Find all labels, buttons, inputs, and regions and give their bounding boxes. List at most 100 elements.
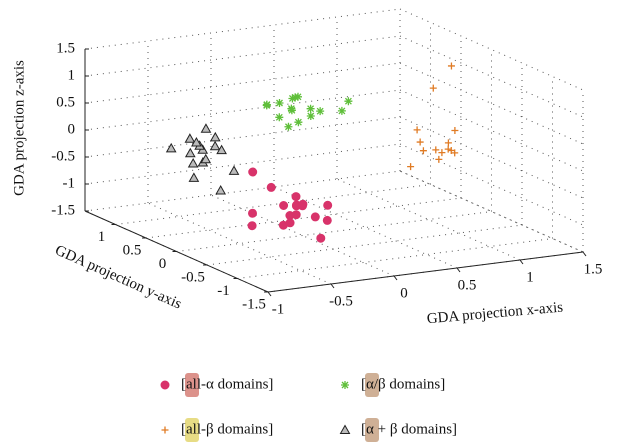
point [167, 144, 176, 152]
x-tick-label: 1.5 [584, 261, 603, 277]
point [407, 163, 414, 170]
point [267, 183, 275, 191]
x-tick [583, 252, 586, 256]
z-tick-label: 0.5 [56, 94, 75, 110]
x-tick-label: -1 [272, 301, 285, 317]
grid-line [337, 179, 520, 260]
point [249, 168, 257, 176]
legend-marker [162, 427, 169, 434]
z-tick-label: 0 [68, 121, 76, 137]
x-axis [268, 252, 583, 292]
point [417, 139, 424, 146]
point [432, 146, 439, 153]
grid-line [274, 187, 457, 268]
grid-line [400, 36, 583, 117]
grid [85, 9, 583, 292]
y-tick-label: -1 [217, 283, 230, 299]
point [323, 216, 331, 224]
point [338, 107, 346, 115]
z-tick-label: -0.5 [51, 148, 75, 164]
grid-line [207, 225, 522, 265]
point [344, 97, 352, 105]
y-axis-label: GDA projection y-axis [53, 242, 184, 312]
point [430, 85, 437, 92]
point [448, 62, 455, 69]
z-axis-label: GDA projection z-axis [11, 60, 27, 196]
grid-line [400, 90, 583, 171]
legend-marker [341, 381, 349, 389]
z-tick-label: 1 [68, 67, 76, 83]
z-tick-label: -1 [63, 175, 76, 191]
point [294, 93, 302, 101]
point [276, 99, 284, 107]
legend-label: [α/β domains] [361, 376, 445, 392]
x-axis-label: GDA projection x-axis [426, 300, 564, 328]
marks [167, 62, 459, 242]
point [316, 107, 324, 115]
x-tick [268, 292, 271, 296]
point [307, 105, 315, 113]
grid-line [85, 171, 400, 211]
x-tick-label: 0.5 [458, 277, 477, 293]
grid-line [177, 212, 492, 252]
y-tick-label: -0.5 [181, 269, 205, 285]
point [299, 200, 307, 208]
point [284, 123, 292, 131]
point [324, 201, 332, 209]
grid-line [238, 239, 553, 279]
point [294, 118, 302, 126]
point [280, 202, 288, 210]
x-tick [520, 260, 523, 264]
point [230, 166, 239, 174]
grid-line [85, 36, 400, 76]
chart: -1 -0.5 0 0.5 1 1.5 -1.5 -1 -0.5 0 0.5 1 -1.5 -1 -0.5 0… [0, 0, 624, 443]
point [189, 159, 198, 167]
x-tick [457, 268, 460, 272]
legend-marker [341, 426, 350, 434]
z-tick-label: -1.5 [51, 202, 75, 218]
y-tick-label: 1 [98, 229, 106, 245]
grid-line [85, 90, 400, 130]
point [189, 173, 198, 181]
point [292, 211, 300, 219]
point [420, 147, 427, 154]
y-tick-label: 0 [159, 256, 167, 272]
point [286, 219, 294, 227]
grid-line [400, 144, 583, 225]
x-tick [394, 276, 397, 280]
x-tick [331, 284, 334, 288]
point [186, 149, 195, 157]
point [445, 139, 452, 146]
point [248, 222, 256, 230]
point [263, 101, 271, 109]
point [288, 94, 296, 102]
y-tick-label: 0.5 [123, 242, 142, 258]
point [451, 127, 458, 134]
grid-line [85, 117, 400, 157]
legend-label: [all-β domains] [181, 421, 273, 437]
x-tick-label: 1 [526, 269, 534, 285]
grid-line [85, 9, 400, 49]
point [292, 193, 300, 201]
legend-label: [all-α domains] [181, 376, 273, 392]
point [249, 209, 257, 217]
x-tick-label: -0.5 [329, 293, 353, 309]
grid-line [85, 144, 400, 184]
point [211, 142, 220, 150]
y-tick-label: -1.5 [242, 296, 266, 312]
point [216, 186, 225, 194]
legend: [all-α domains] [all-β domains] [α/β domai… [161, 373, 457, 442]
grid-line [85, 63, 400, 103]
point [287, 105, 295, 113]
point [414, 126, 421, 133]
point [438, 149, 445, 156]
point [317, 234, 325, 242]
legend-marker [161, 381, 169, 389]
point [435, 156, 442, 163]
point [311, 213, 319, 221]
point [185, 134, 194, 142]
z-tick-label: 1.5 [56, 40, 75, 56]
point [307, 112, 315, 120]
grid-line [400, 9, 583, 90]
point [275, 113, 283, 121]
